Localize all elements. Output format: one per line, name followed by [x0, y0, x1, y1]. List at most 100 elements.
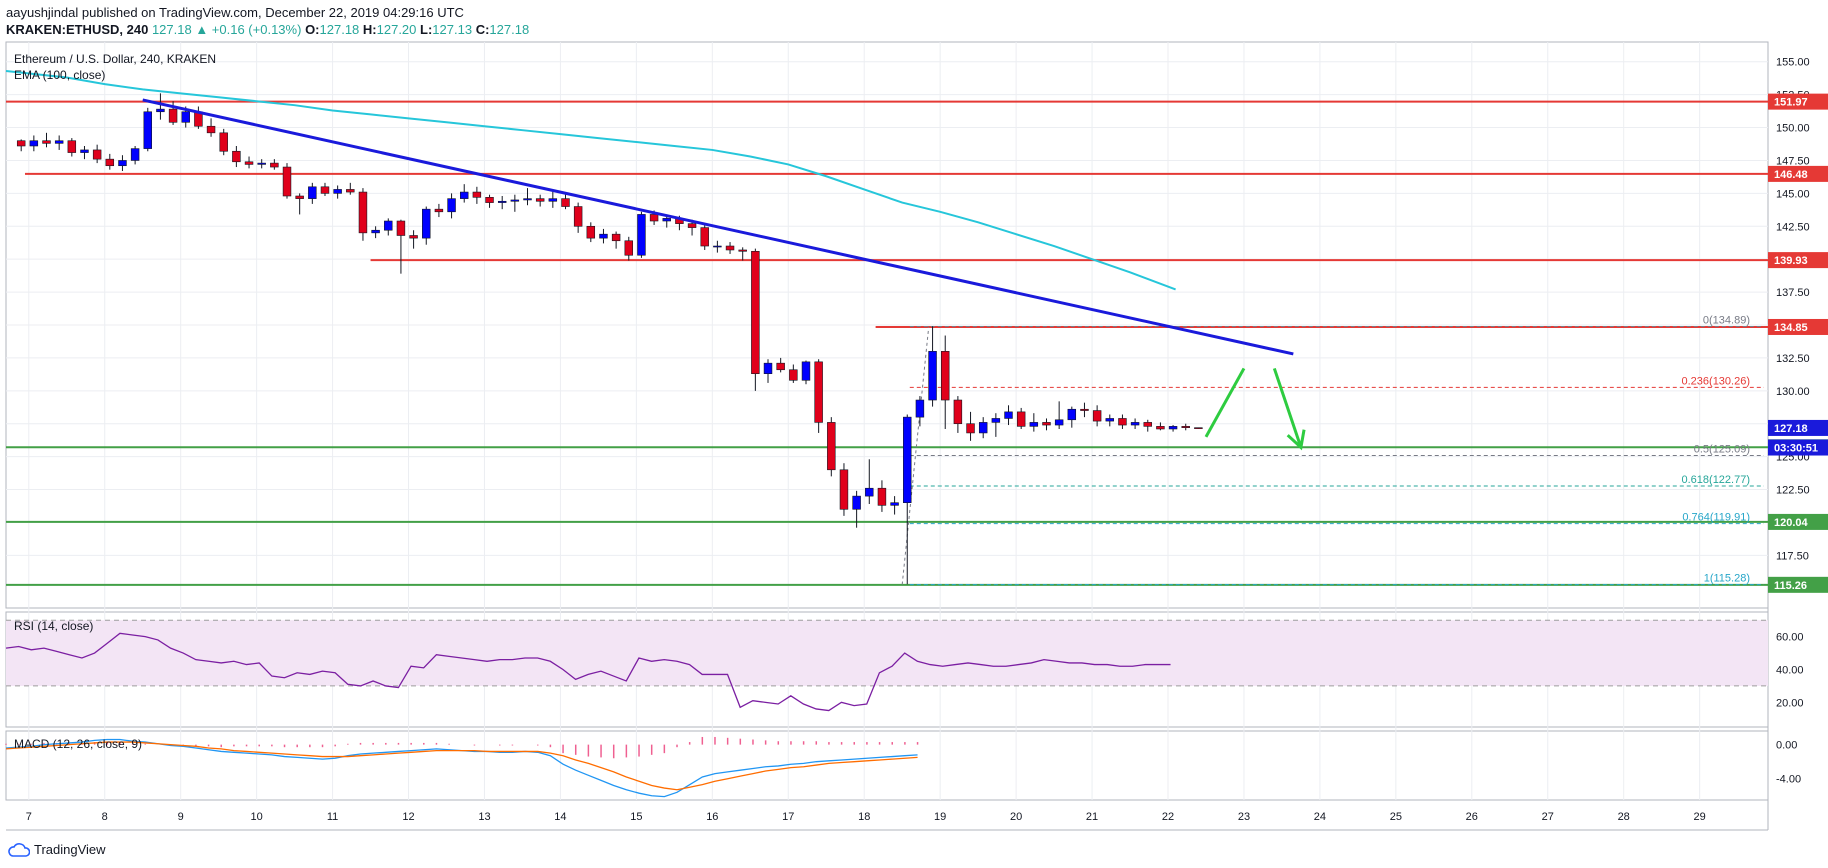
candle-down [586, 225, 596, 239]
resistance-price-tag [1768, 93, 1828, 110]
low-value: 127.13 [432, 22, 473, 37]
tradingview-logo[interactable]: TradingView [8, 842, 106, 857]
close-label: C: [475, 22, 490, 37]
fib-level-label: 0.5(125.09) [1694, 443, 1750, 455]
candle-up [915, 399, 925, 418]
candle-up [308, 186, 317, 199]
fib-level-label: 0.618(122.77) [1682, 474, 1751, 486]
last-price-tag [1768, 419, 1828, 436]
x-tick-label: 27 [1542, 811, 1554, 823]
candle-up [447, 198, 456, 213]
rsi-tick-label: 60.00 [1776, 632, 1804, 644]
x-tick-label: 26 [1466, 811, 1478, 823]
candle-up [928, 351, 937, 401]
candle-down [776, 362, 785, 371]
candle-up [763, 362, 773, 375]
candle-up [459, 191, 469, 199]
resistance-price-tag-label: 146.48 [1774, 169, 1808, 181]
candle-up [991, 418, 1001, 423]
projection-arrow [1204, 367, 1246, 438]
candle-down [839, 469, 849, 510]
candle-up [662, 218, 671, 222]
candle-up [1130, 422, 1140, 426]
candle-down [1118, 418, 1127, 426]
symbol-label: KRAKEN:ETHUSD, 240 [6, 22, 149, 37]
candle-down [232, 150, 241, 163]
candle-down [105, 158, 115, 167]
candle-down [219, 132, 228, 152]
candle-down [1181, 426, 1190, 428]
macd-legend: MACD (12, 26, close, 9) [14, 737, 143, 751]
candle-up [257, 162, 266, 165]
candle-down [1016, 411, 1026, 427]
fib-level-label: 0.236(130.26) [1682, 375, 1751, 387]
macd-signal-line [5, 741, 918, 791]
fib-level-label: 0(134.89) [1703, 314, 1750, 326]
candle-up [130, 148, 140, 161]
candle-down [270, 162, 279, 168]
x-tick-label: 7 [26, 811, 32, 823]
candle-up [143, 111, 152, 149]
candle-down [624, 240, 633, 256]
candle-up [333, 189, 342, 194]
x-tick-label: 25 [1390, 811, 1402, 823]
candle-down [751, 250, 760, 375]
candle-up [29, 140, 39, 147]
candle-down [573, 206, 583, 227]
x-tick-label: 19 [934, 811, 946, 823]
support-price-tag [1768, 513, 1828, 530]
candle-up [497, 200, 507, 203]
price-tick-label: 150.00 [1776, 123, 1810, 135]
candle-up [371, 229, 380, 234]
x-tick-label: 13 [478, 811, 490, 823]
price-tick-label: 117.50 [1776, 550, 1809, 562]
fib-level-label: 1(115.28) [1704, 573, 1750, 585]
candle-up [1004, 411, 1013, 419]
macd-tick-label: 0.00 [1776, 740, 1797, 752]
candle-up [181, 111, 190, 123]
rsi-line [5, 632, 1171, 712]
candle-up [978, 422, 988, 434]
x-tick-label: 23 [1238, 811, 1250, 823]
price-tick-label: 137.50 [1776, 287, 1810, 299]
candle-down [409, 235, 418, 239]
candle-down [485, 197, 494, 203]
candle-up [1105, 418, 1115, 422]
candle-down [16, 140, 26, 147]
bearish-trendline [142, 98, 1294, 356]
candle-down [42, 140, 51, 144]
candle-up [1067, 408, 1077, 421]
candle-down [244, 161, 254, 165]
fib-level-label: 0.764(119.91) [1682, 512, 1750, 524]
x-tick-label: 9 [178, 811, 184, 823]
candle-down [877, 487, 887, 506]
candle-up [599, 233, 608, 239]
candle-up [54, 140, 64, 144]
x-tick-label: 22 [1162, 811, 1174, 823]
x-tick-label: 10 [251, 811, 263, 823]
candle-down [358, 191, 368, 234]
last-price-tag [1768, 439, 1828, 456]
x-tick-label: 14 [554, 811, 566, 823]
candle-up [156, 108, 165, 113]
fib-diagonal [901, 326, 930, 585]
candle-up [384, 220, 393, 231]
last-price-tag-label: 03:30:51 [1774, 443, 1818, 455]
price-tick-label: 142.50 [1776, 221, 1810, 233]
candle-down [434, 208, 444, 213]
candle-down [738, 249, 747, 252]
tradingview-cloud-icon [8, 842, 30, 857]
open-value: 127.18 [319, 22, 360, 37]
candle-up [1029, 422, 1039, 427]
candle-down [1194, 427, 1203, 429]
candle-up [903, 416, 912, 503]
resistance-price-tag [1768, 252, 1828, 269]
candle-down [320, 186, 330, 194]
candle-down [814, 361, 823, 423]
support-price-tag-label: 120.04 [1774, 517, 1809, 529]
x-tick-label: 11 [327, 811, 338, 823]
candle-down [67, 140, 77, 153]
candle-up [801, 361, 811, 381]
candle-down [1042, 422, 1051, 426]
